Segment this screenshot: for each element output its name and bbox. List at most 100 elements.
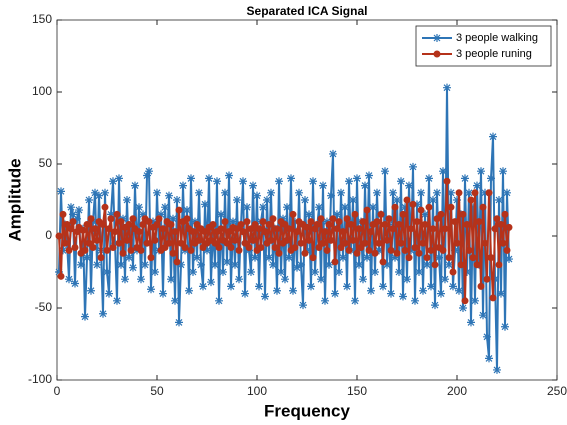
point [281,220,289,228]
point [193,220,201,228]
point [129,215,137,223]
point [503,246,511,254]
point [287,174,295,183]
point [399,292,407,301]
point [71,244,79,252]
point [351,210,359,218]
point [321,296,329,305]
point [297,239,305,247]
point [375,246,383,255]
point [219,268,227,276]
point [343,282,351,291]
point [271,244,279,252]
point [359,218,367,226]
point [309,254,317,262]
point [277,268,285,276]
point [193,253,201,262]
point [473,261,481,269]
point [167,275,175,284]
point [381,220,389,228]
point [499,239,507,247]
point [281,275,289,284]
point [205,174,213,183]
point [183,215,191,223]
point [105,289,113,298]
point [191,217,199,226]
point [167,220,175,228]
point [187,246,195,254]
point [455,189,463,197]
point [353,174,361,183]
point [467,196,475,204]
point [279,214,287,223]
point [169,249,177,257]
chart-title: Separated ICA Signal [247,4,368,18]
point [407,225,415,233]
point [71,279,79,288]
point [453,239,461,247]
point [223,257,231,266]
point [389,225,397,233]
point [461,297,469,305]
point [129,263,137,272]
point [455,286,463,295]
point [223,239,231,247]
point [159,289,167,298]
point [443,83,451,92]
point [261,228,269,236]
point [359,275,367,284]
point [235,275,243,284]
point [155,215,163,223]
point [75,206,83,215]
point [95,191,103,200]
point [57,187,65,196]
point [257,244,265,252]
point [291,244,299,252]
x-tick-label: 100 [247,384,267,398]
point [147,285,155,294]
point [227,282,235,291]
point [329,215,337,223]
point [449,268,457,276]
point [295,188,303,197]
point [447,203,455,211]
point [59,210,67,218]
point [305,210,313,219]
point [91,188,99,197]
series-line [58,181,510,301]
point [351,296,359,305]
point [231,260,239,269]
point [249,236,257,244]
point [319,181,327,190]
point [383,236,391,244]
point [341,239,349,247]
point [261,292,269,301]
point [83,220,91,228]
point [69,218,77,226]
point [501,210,509,218]
point [119,249,127,257]
point [101,203,109,211]
point [415,268,423,276]
point [375,239,383,247]
point [169,214,177,223]
point [211,260,219,269]
point [333,225,341,233]
x-tick-label: 150 [347,384,367,398]
point [389,188,397,197]
point [463,220,471,228]
point [139,210,147,219]
point [107,210,115,219]
point [181,244,189,252]
point [333,210,341,219]
point [401,203,409,212]
point [73,214,81,223]
point [179,181,187,190]
point [441,225,449,233]
point [85,239,93,247]
point [81,246,89,254]
point [161,203,169,212]
point [275,177,283,186]
point [115,174,123,183]
